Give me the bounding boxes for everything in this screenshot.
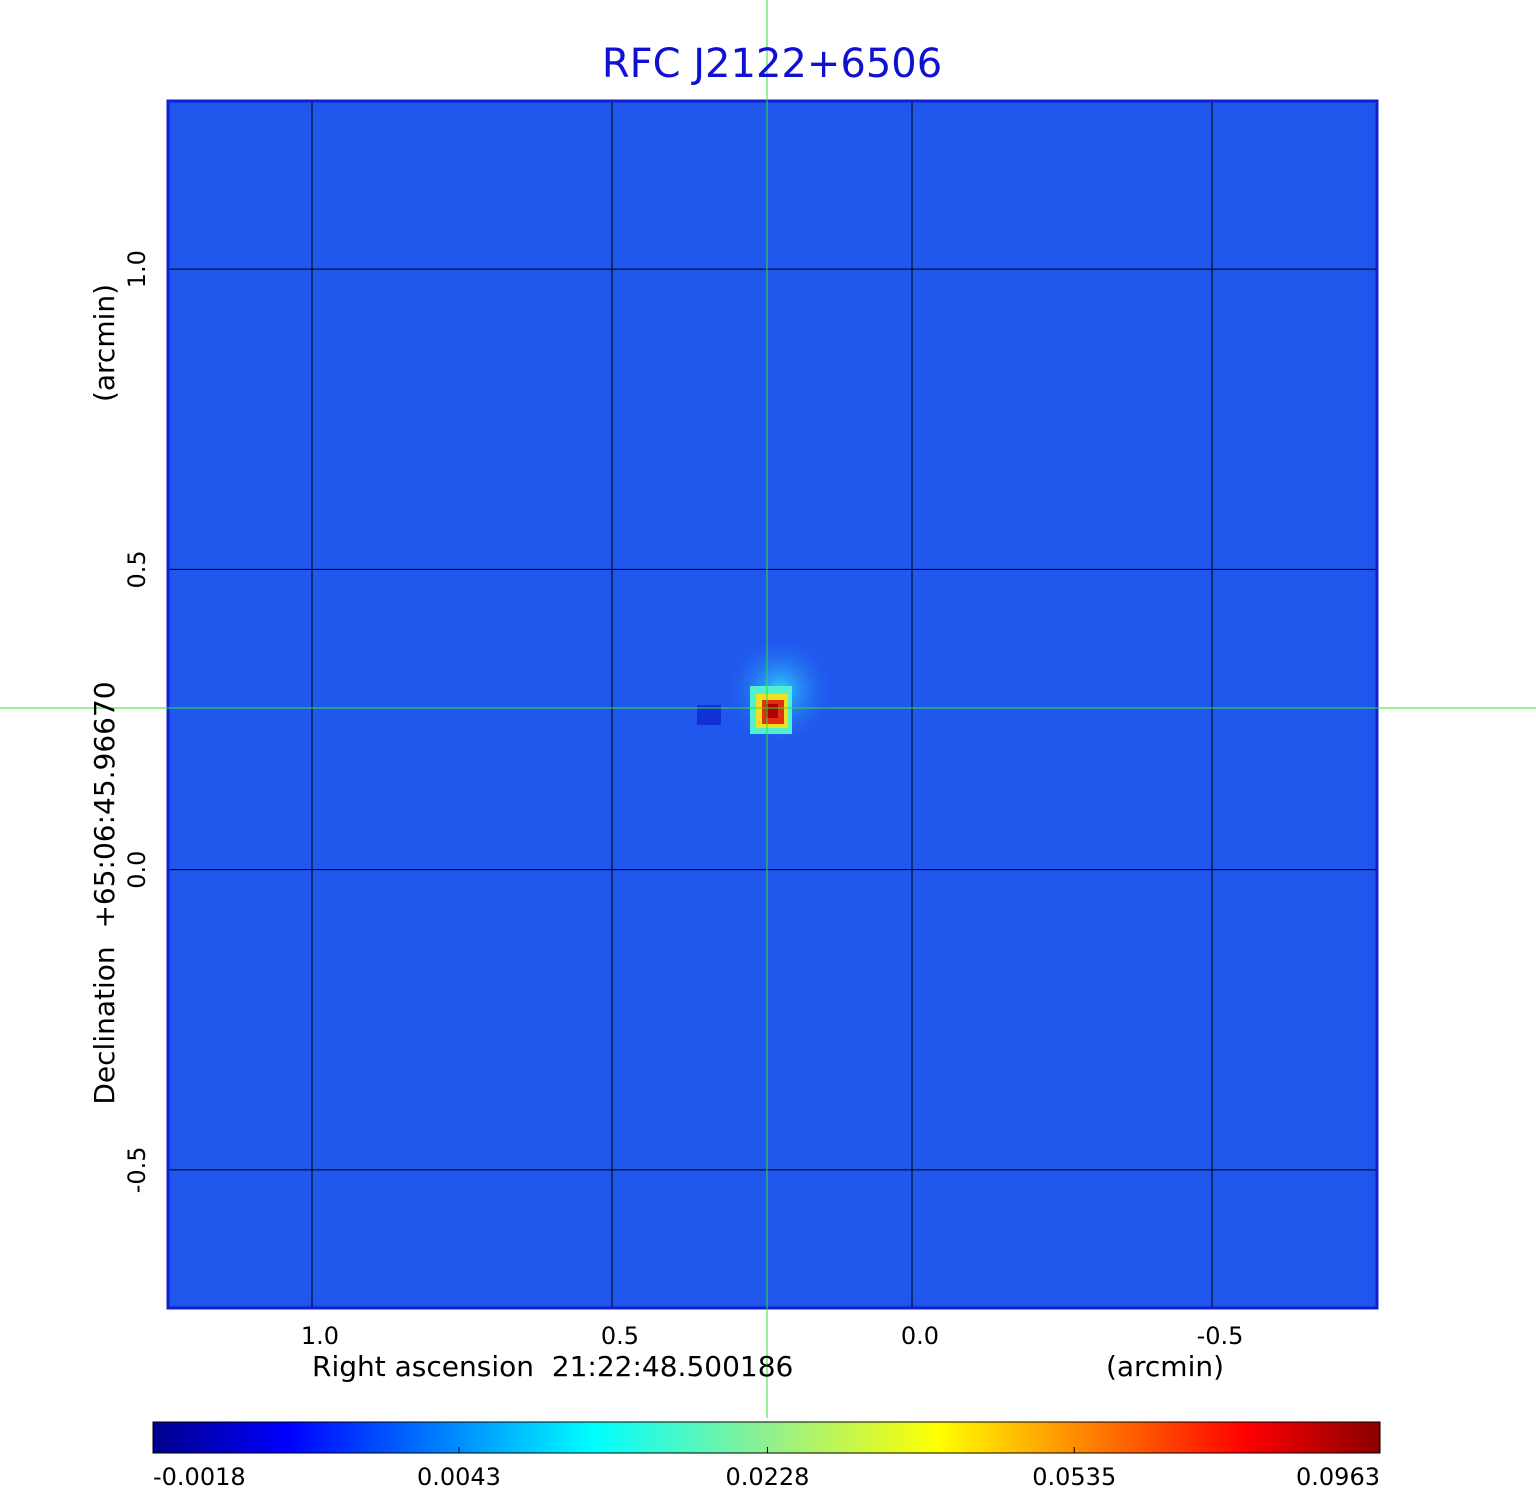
plot-frame bbox=[166, 99, 1379, 1310]
y-tick-label: 0.0 bbox=[123, 851, 151, 889]
colorbar-tick-label: 0.0535 bbox=[1032, 1463, 1116, 1491]
y-tick-label: 1.0 bbox=[123, 250, 151, 288]
y-tick-label: 0.5 bbox=[123, 550, 151, 588]
y-axis-unit: (arcmin) bbox=[88, 284, 121, 402]
negative-lobe bbox=[697, 705, 721, 725]
colorbar-tick-label: 0.0228 bbox=[725, 1463, 809, 1491]
colorbar bbox=[152, 1421, 1381, 1454]
x-tick-label: 0.5 bbox=[601, 1322, 639, 1350]
y-tick-label: -0.5 bbox=[123, 1146, 151, 1193]
x-tick-label: 0.0 bbox=[901, 1322, 939, 1350]
colorbar-tick-label: 0.0043 bbox=[417, 1463, 501, 1491]
colorbar-tick-label: 0.0963 bbox=[1296, 1463, 1380, 1491]
x-axis-label: Right ascension 21:22:48.500186 bbox=[312, 1350, 793, 1383]
x-tick-label: -0.5 bbox=[1197, 1322, 1244, 1350]
x-axis-unit: (arcmin) bbox=[1106, 1350, 1224, 1383]
image-panel bbox=[168, 101, 1377, 1308]
x-tick-label: 1.0 bbox=[301, 1322, 339, 1350]
colorbar-tick-label: -0.0018 bbox=[153, 1463, 246, 1491]
chart-title: RFC J2122+6506 bbox=[602, 41, 942, 87]
source-peak bbox=[766, 704, 778, 718]
y-axis-label: Declination +65:06:45.96670 bbox=[88, 681, 121, 1104]
